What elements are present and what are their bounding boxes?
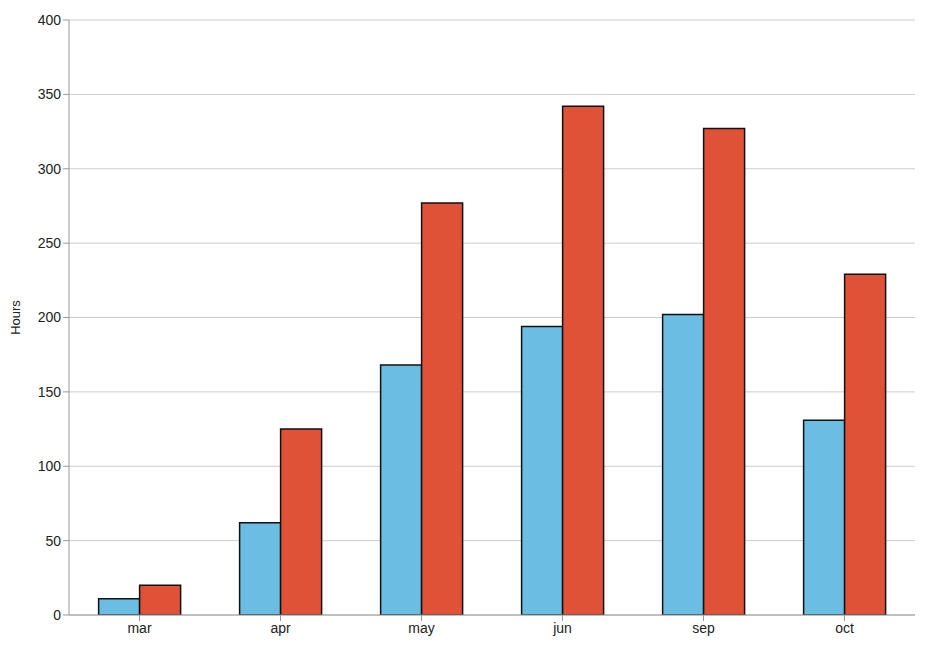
svg-text:oct: oct (835, 620, 854, 636)
svg-text:300: 300 (38, 161, 62, 177)
svg-text:100: 100 (38, 458, 62, 474)
svg-text:250: 250 (38, 235, 62, 251)
svg-text:jun: jun (552, 620, 572, 636)
svg-text:sep: sep (692, 620, 715, 636)
svg-text:may: may (408, 620, 434, 636)
svg-text:350: 350 (38, 86, 62, 102)
svg-text:200: 200 (38, 309, 62, 325)
svg-text:50: 50 (45, 533, 61, 549)
svg-text:0: 0 (53, 607, 61, 623)
svg-text:400: 400 (38, 12, 62, 28)
svg-text:150: 150 (38, 384, 62, 400)
svg-text:mar: mar (127, 620, 151, 636)
svg-text:Hours: Hours (8, 300, 23, 335)
svg-text:apr: apr (270, 620, 291, 636)
